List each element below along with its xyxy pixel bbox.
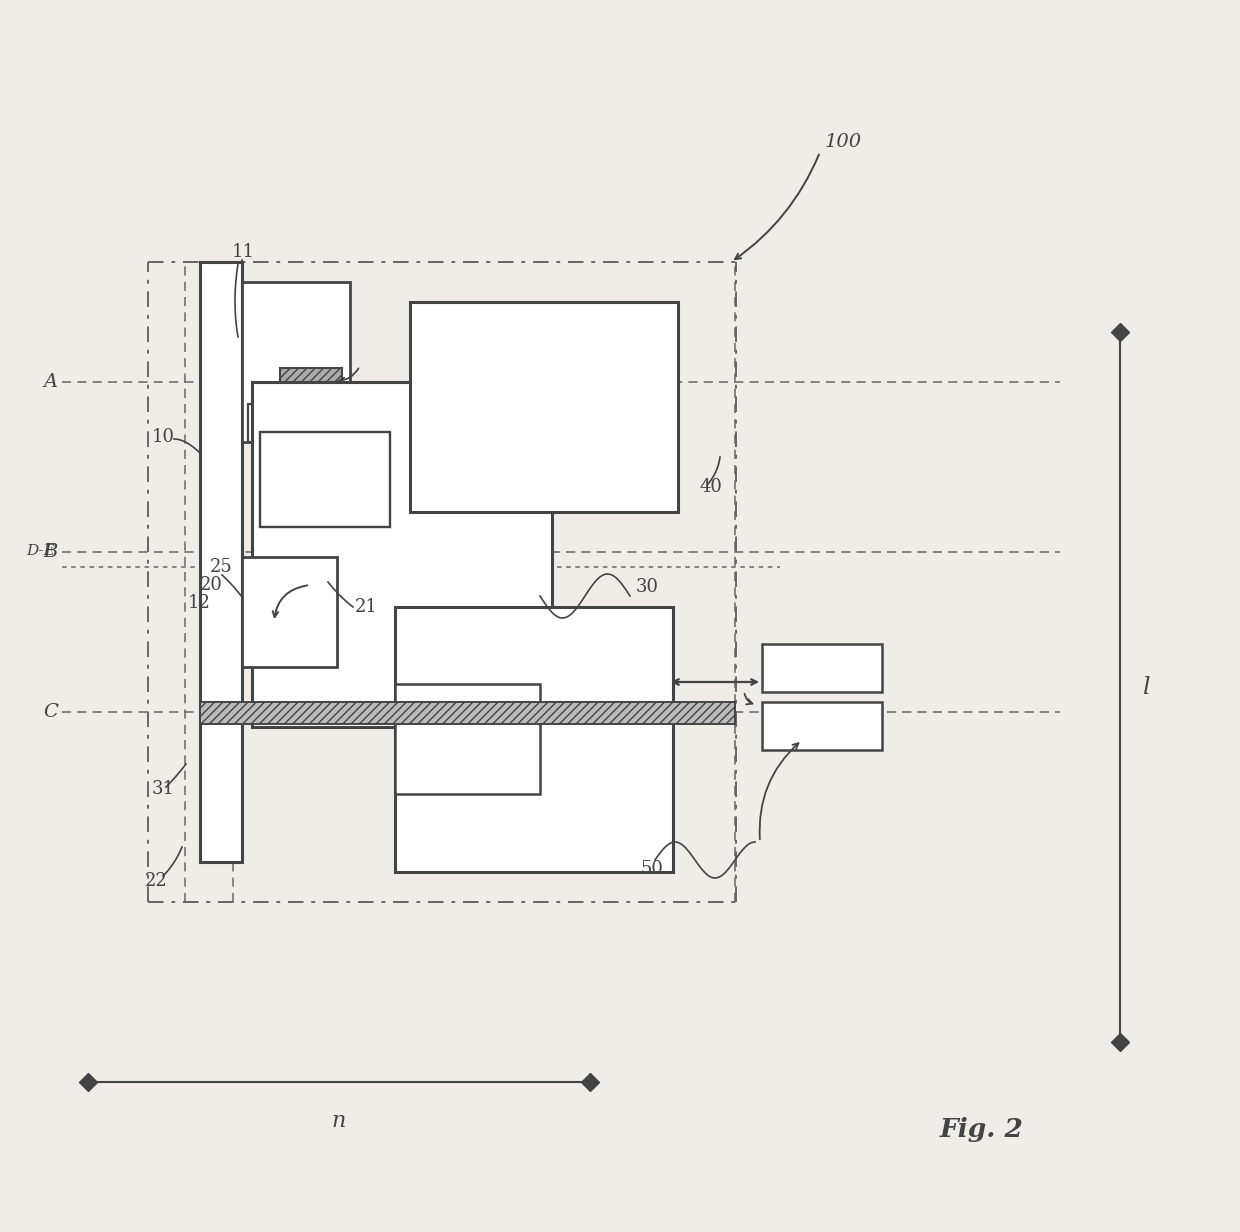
Text: A: A bbox=[43, 373, 58, 391]
Text: 12: 12 bbox=[188, 594, 211, 612]
Bar bbox=[763, 702, 882, 750]
Bar bbox=[280, 368, 342, 394]
Bar bbox=[260, 432, 391, 527]
Bar bbox=[242, 282, 350, 442]
Bar bbox=[410, 302, 678, 513]
Bar bbox=[763, 644, 882, 692]
Bar bbox=[200, 262, 242, 862]
Text: Fig. 2: Fig. 2 bbox=[940, 1117, 1024, 1142]
Bar bbox=[242, 557, 337, 667]
Bar bbox=[252, 382, 552, 727]
Text: 40: 40 bbox=[701, 478, 723, 496]
Text: 50: 50 bbox=[640, 860, 663, 878]
Text: l: l bbox=[1142, 675, 1149, 699]
Text: 21: 21 bbox=[355, 598, 378, 616]
Text: B: B bbox=[43, 543, 58, 561]
Bar bbox=[396, 607, 673, 872]
Text: 25: 25 bbox=[210, 558, 233, 577]
Text: 30: 30 bbox=[636, 578, 658, 596]
Text: 10: 10 bbox=[153, 428, 175, 446]
Text: 22: 22 bbox=[145, 872, 167, 890]
Bar bbox=[248, 404, 298, 442]
Bar bbox=[200, 702, 735, 724]
Text: C: C bbox=[43, 703, 58, 721]
Text: D-E: D-E bbox=[26, 545, 55, 558]
Bar bbox=[258, 414, 286, 436]
Text: 11: 11 bbox=[232, 243, 255, 261]
Text: 20: 20 bbox=[200, 577, 223, 594]
Text: 100: 100 bbox=[825, 133, 862, 152]
Text: n: n bbox=[332, 1110, 346, 1132]
Bar bbox=[396, 684, 539, 793]
Text: 31: 31 bbox=[153, 780, 175, 798]
